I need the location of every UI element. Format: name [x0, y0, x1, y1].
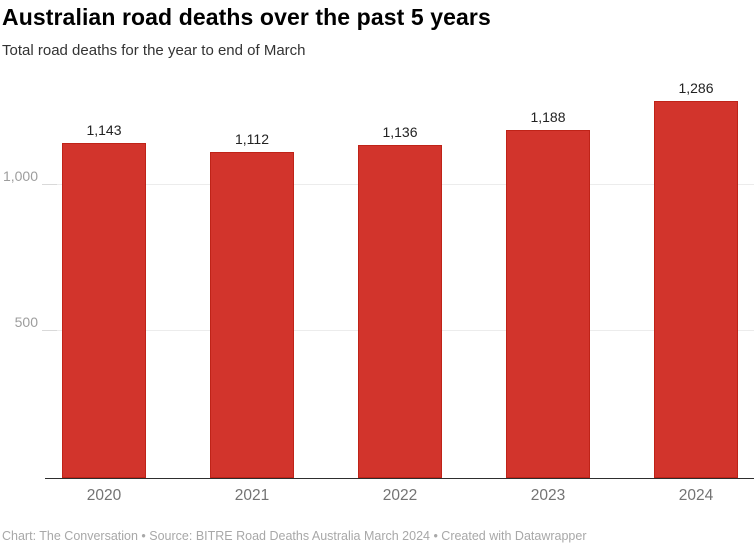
- bar-2023: [506, 129, 590, 478]
- x-tick-label: 2021: [234, 487, 270, 504]
- bar-chart-plot-area: 500 1,000 1,143 1,112 1,136 1,188 1,286: [0, 80, 754, 479]
- chart-subtitle: Total road deaths for the year to end of…: [2, 42, 306, 59]
- bar-2022: [358, 145, 442, 478]
- y-tick-label: 1,000: [2, 167, 38, 184]
- x-tick-label: 2020: [86, 487, 122, 504]
- chart-credit: Chart: The Conversation • Source: BITRE …: [2, 529, 587, 543]
- bar-value-label: 1,112: [235, 131, 269, 148]
- y-tick-mark: [42, 183, 57, 185]
- bar-value-label: 1,286: [678, 80, 714, 97]
- y-tick-mark: [42, 330, 57, 332]
- bar-value-label: 1,188: [530, 108, 566, 125]
- x-tick-label: 2023: [530, 487, 566, 504]
- x-axis-labels: 2020 2021 2022 2023 2024: [0, 487, 754, 507]
- bar-2021: [210, 152, 294, 478]
- bar-2024: [654, 101, 738, 478]
- x-tick-label: 2022: [382, 487, 418, 504]
- y-tick-label: 500: [14, 314, 38, 331]
- bar-value-label: 1,136: [382, 124, 418, 141]
- chart-title: Australian road deaths over the past 5 y…: [2, 4, 491, 30]
- bar-2020: [62, 143, 146, 478]
- x-axis-line: [45, 477, 754, 479]
- x-tick-label: 2024: [678, 487, 714, 504]
- bar-value-label: 1,143: [86, 122, 122, 139]
